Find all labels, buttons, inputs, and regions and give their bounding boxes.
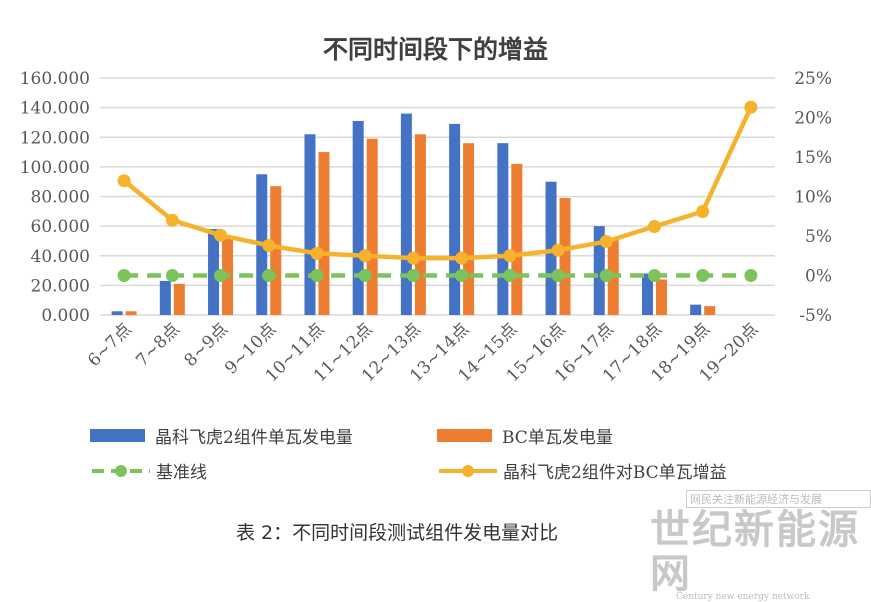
chart-title: 不同时间段下的增益 — [322, 35, 548, 64]
bar-jinko — [111, 311, 123, 315]
watermark-big: 世纪新能源网 — [650, 506, 860, 597]
y-left-tick-label: 60.000 — [31, 217, 90, 237]
bar-bc — [463, 143, 475, 315]
y-left-tick-label: 0.000 — [41, 306, 90, 326]
y-left-tick-label: 80.000 — [31, 188, 90, 208]
chart-plot: 0.000 20.000 40.000 60.000 80.000 100.000 120.… — [20, 69, 832, 386]
legend-item-orange: BC单瓦发电量 — [437, 423, 613, 448]
figure-caption: 表 2：不同时间段测试组件发电量对比 — [236, 522, 559, 544]
watermark-sub: Century new energy network — [676, 592, 810, 602]
bar-bc — [655, 279, 667, 315]
bar-bc — [366, 138, 378, 315]
gain-line — [122, 106, 753, 261]
bar-bc — [704, 306, 716, 315]
legend-item-baseline: 基准线 — [90, 458, 207, 483]
y-left-tick-label: 120.000 — [20, 128, 90, 148]
bar-bc — [511, 163, 523, 315]
bar-bc — [125, 311, 137, 315]
legend-item-blue: 晶科飞虎2组件单瓦发电量 — [90, 423, 353, 448]
gain-point — [310, 246, 324, 260]
x-tick-label: 6~7点 — [84, 319, 136, 371]
gain-point — [551, 243, 565, 257]
y-right-tick-label: -5% — [799, 306, 832, 326]
y-right-tick-label: 0% — [805, 267, 832, 287]
baseline-point — [455, 269, 469, 282]
gain-point — [117, 174, 131, 188]
x-tick-label: 7~8点 — [132, 319, 184, 371]
y-left-tick-label: 40.000 — [31, 247, 90, 267]
legend-label: 基准线 — [156, 463, 207, 483]
y-left-tick-label: 100.000 — [20, 158, 90, 178]
y-right-tick-label: 20% — [794, 109, 832, 129]
gain-point — [599, 235, 613, 249]
bar-jinko — [400, 113, 412, 315]
bar-jinko — [545, 181, 557, 315]
gain-point — [358, 249, 372, 263]
bar-bc — [270, 186, 282, 315]
legend-swatch — [439, 464, 497, 477]
gain-point — [406, 251, 420, 265]
baseline-point — [117, 269, 131, 282]
legend-swatch — [90, 429, 145, 442]
gain-point — [744, 100, 758, 114]
baseline-point — [696, 269, 710, 282]
baseline-point — [214, 269, 228, 282]
gain-point — [647, 220, 661, 234]
gain-point — [262, 238, 276, 252]
legend-label: 晶科飞虎2组件单瓦发电量 — [155, 428, 353, 448]
legend-swatch — [437, 429, 492, 442]
baseline-point — [551, 269, 565, 282]
bar-jinko — [449, 123, 461, 315]
baseline-point — [647, 269, 661, 282]
baseline-point — [358, 269, 372, 282]
gain-point — [455, 251, 469, 265]
baseline-point — [406, 269, 420, 282]
bar-jinko — [497, 143, 509, 315]
legend-label: 晶科飞虎2组件对BC单瓦增益 — [503, 463, 727, 483]
y-left-tick-label: 140.000 — [20, 99, 90, 119]
bar-bc — [559, 197, 571, 315]
gain-point — [165, 213, 179, 227]
baseline-point — [744, 269, 758, 282]
gain-point — [696, 205, 710, 219]
bar-jinko — [690, 304, 702, 315]
legend-item-gain: 晶科飞虎2组件对BC单瓦增益 — [437, 458, 727, 483]
bar-jinko — [304, 134, 316, 315]
watermark-logo: 网民关注新能源经济与发展 世纪新能源网 Century new energy n… — [650, 490, 871, 602]
baseline-point — [262, 269, 276, 282]
baseline-point — [310, 269, 324, 282]
bar-jinko — [641, 273, 653, 315]
bar-jinko — [159, 280, 171, 315]
baseline-point — [503, 269, 517, 282]
gain-point — [214, 228, 228, 242]
bar-bc — [173, 283, 185, 315]
legend-swatch — [92, 464, 150, 477]
baseline-point — [599, 269, 613, 282]
baseline-point — [165, 269, 179, 282]
bar-jinko — [208, 229, 220, 315]
gain-point — [503, 249, 517, 263]
bar-bc — [318, 152, 330, 315]
y-right-tick-label: 25% — [794, 69, 832, 89]
legend-label: BC单瓦发电量 — [502, 428, 613, 448]
y-right-tick-label: 5% — [805, 227, 832, 247]
y-right-tick-label: 15% — [794, 148, 832, 168]
bar-jinko — [352, 120, 364, 315]
bar-jinko — [593, 226, 605, 315]
y-left-tick-label: 160.000 — [20, 69, 90, 89]
bar-bc — [414, 134, 426, 315]
y-left-tick-label: 20.000 — [31, 276, 90, 296]
y-right-tick-label: 10% — [794, 188, 832, 208]
